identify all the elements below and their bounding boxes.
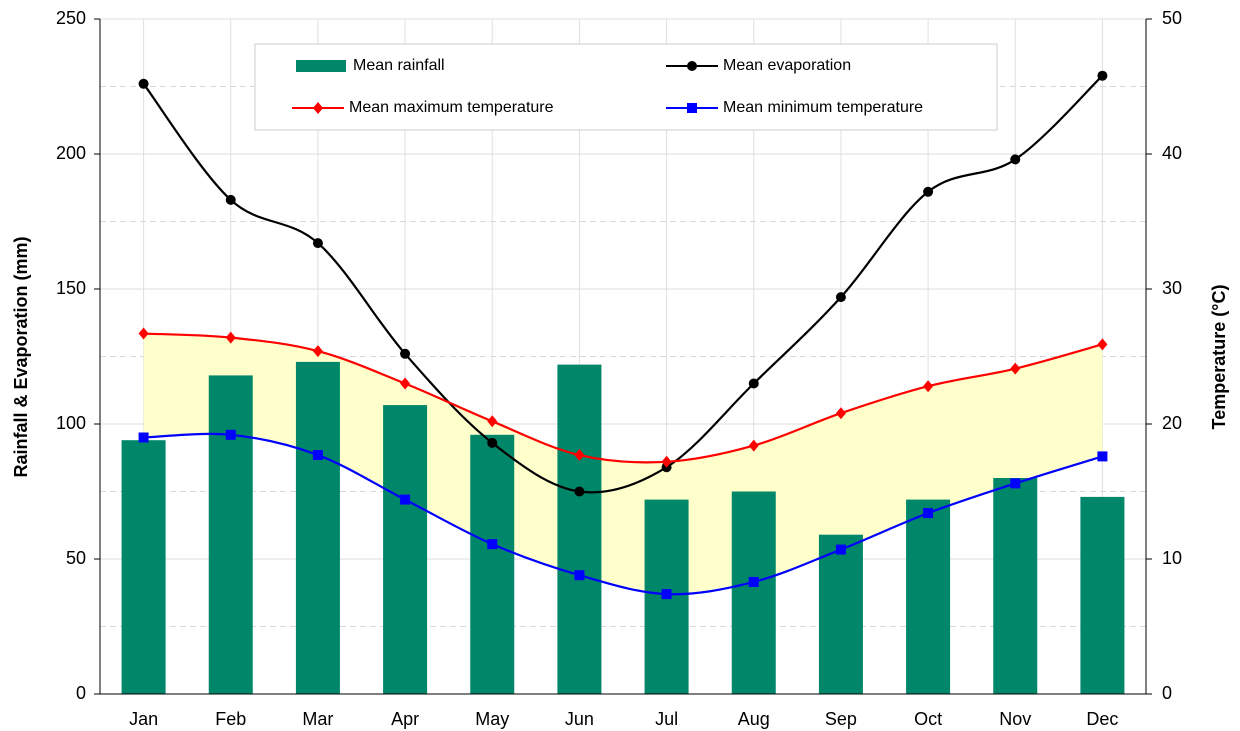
marker (1010, 362, 1021, 375)
y-tick-label: 0 (76, 683, 86, 703)
y-axis-label: Rainfall & Evaporation (mm) (11, 236, 31, 477)
marker (748, 576, 759, 587)
bar (383, 405, 428, 694)
marker (835, 407, 846, 420)
marker (574, 449, 585, 462)
x-tick-label: Apr (391, 709, 419, 729)
marker (835, 292, 846, 303)
bar (557, 364, 602, 694)
y2-tick-label: 50 (1162, 8, 1182, 28)
bar (731, 491, 776, 694)
marker (835, 544, 846, 555)
marker (313, 102, 323, 114)
marker (574, 486, 585, 497)
bar (208, 375, 253, 694)
marker (687, 103, 697, 113)
bar (906, 499, 951, 694)
marker (400, 377, 411, 390)
legend-label: Mean rainfall (353, 57, 445, 74)
marker (1097, 70, 1108, 81)
legend-label: Mean maximum temperature (349, 99, 554, 116)
y2-tick-label: 0 (1162, 683, 1172, 703)
line (142, 74, 1104, 494)
marker (661, 455, 672, 468)
x-tick-label: Jul (655, 709, 678, 729)
x-tick-label: Aug (738, 709, 770, 729)
marker (1097, 338, 1108, 351)
marker (312, 345, 323, 358)
x-tick-label: May (475, 709, 509, 729)
marker (312, 450, 323, 461)
marker (138, 432, 149, 443)
bar (993, 478, 1038, 694)
marker (138, 327, 149, 340)
bar (295, 361, 340, 694)
y2-tick-label: 30 (1162, 278, 1182, 298)
marker (487, 539, 498, 550)
x-tick-label: Dec (1086, 709, 1118, 729)
marker (1097, 451, 1108, 462)
marker (923, 508, 934, 519)
x-tick-label: Jun (565, 709, 594, 729)
legend-label: Mean minimum temperature (723, 99, 923, 116)
line (143, 432, 1103, 596)
marker (487, 415, 498, 428)
x-tick-label: Feb (215, 709, 246, 729)
marker (661, 589, 672, 600)
y2-tick-label: 20 (1162, 413, 1182, 433)
x-tick-label: Nov (999, 709, 1031, 729)
y-tick-label: 100 (56, 413, 86, 433)
y-tick-label: 150 (56, 278, 86, 298)
marker (400, 494, 411, 505)
x-tick-label: Sep (825, 709, 857, 729)
marker (487, 437, 498, 448)
y2-tick-label: 10 (1162, 548, 1182, 568)
legend-label: Mean evaporation (723, 57, 851, 74)
bar (1080, 496, 1125, 694)
line (143, 332, 1103, 464)
temperature-band (143, 333, 1103, 595)
marker (312, 238, 323, 249)
y-tick-label: 50 (66, 548, 86, 568)
marker (687, 61, 697, 71)
y2-tick-label: 40 (1162, 143, 1182, 163)
bar (470, 434, 515, 694)
bar (818, 534, 863, 694)
y-tick-label: 200 (56, 143, 86, 163)
y2-axis-label: Temperature (°C) (1209, 285, 1229, 430)
bar (121, 440, 166, 694)
legend-box (254, 43, 998, 131)
marker (748, 439, 759, 452)
marker (1010, 478, 1021, 489)
x-tick-label: Oct (914, 709, 942, 729)
marker (748, 378, 759, 389)
marker (225, 194, 236, 205)
marker (225, 429, 236, 440)
marker (138, 78, 149, 89)
marker (400, 348, 411, 359)
x-tick-label: Mar (302, 709, 333, 729)
legend-swatch (296, 60, 346, 72)
marker (225, 331, 236, 344)
y-tick-label: 250 (56, 8, 86, 28)
marker (1010, 154, 1021, 165)
marker (574, 570, 585, 581)
marker (923, 186, 934, 197)
x-tick-label: Jan (129, 709, 158, 729)
marker (923, 380, 934, 393)
